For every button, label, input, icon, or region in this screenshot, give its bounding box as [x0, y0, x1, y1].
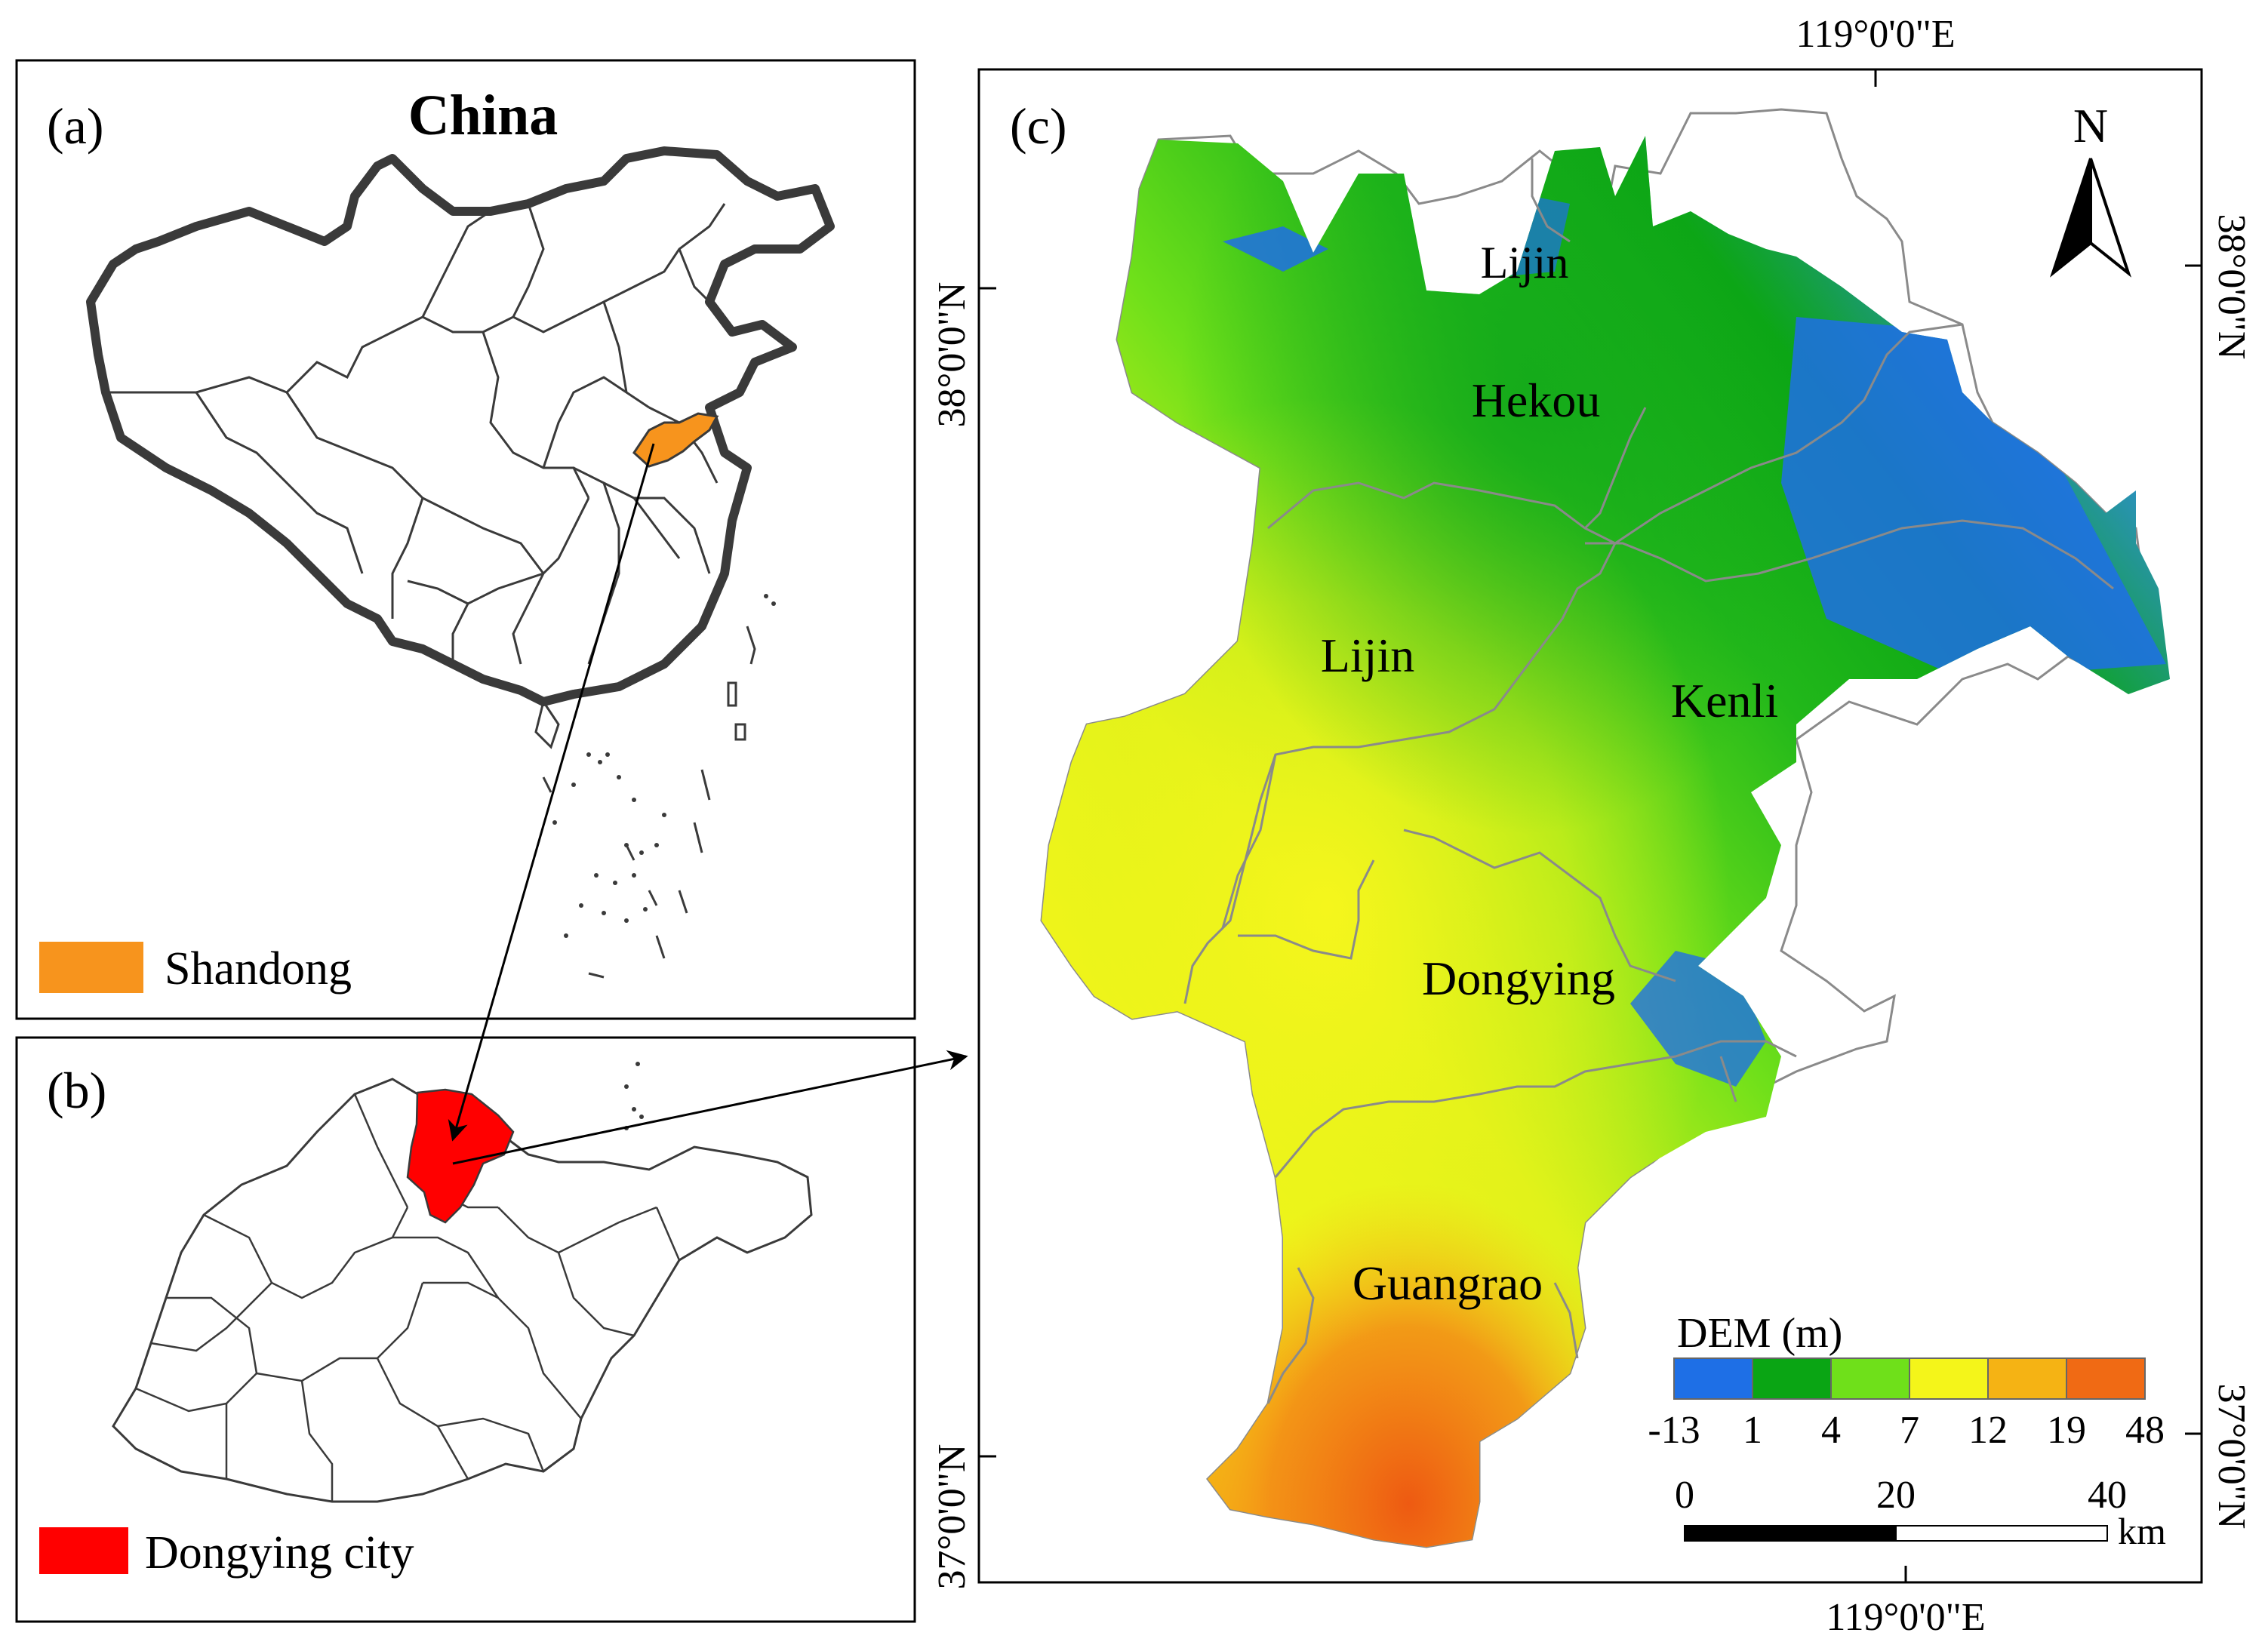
scale-segment-white	[1895, 1525, 2108, 1542]
shandong-province	[632, 412, 719, 468]
district-label-kenli: Kenli	[1671, 674, 1778, 727]
lon-label-bottom: 119°0'0"E	[1826, 1596, 1985, 1639]
prefecture-boundaries	[135, 1093, 681, 1502]
lat-label-right-bottom: 37°0'0"N	[2210, 1384, 2253, 1530]
dem-class-5	[1987, 1357, 2067, 1400]
dem-legend: DEM (m) -13 1 4 7 12 19 48	[1648, 1310, 2165, 1452]
shandong-legend-label: Shandong	[165, 943, 352, 995]
district-label-hekou: Hekou	[1472, 374, 1601, 427]
scale-tick-20: 20	[1876, 1474, 1916, 1517]
lon-label-top: 119°0'0"E	[1796, 13, 1955, 56]
lat-label-left-bottom: 37°0'0"N	[931, 1444, 974, 1590]
scale-segment-black	[1684, 1525, 1897, 1542]
china-outline	[86, 146, 835, 706]
lat-label-left-top: 38°0'0"N	[931, 282, 974, 428]
dem-class-1	[1673, 1357, 1753, 1400]
district-label-dongying: Dongying	[1422, 952, 1615, 1005]
dem-break-1: -13	[1648, 1409, 1700, 1452]
dem-class-3	[1830, 1357, 1910, 1400]
dem-break-6: 19	[2047, 1409, 2086, 1452]
panel-c-tag: (c)	[1010, 97, 1066, 155]
district-label-lijin-north: Lijin	[1481, 238, 1569, 287]
dem-break-2: 1	[1743, 1409, 1762, 1452]
china-title: China	[408, 84, 559, 147]
dongying-legend-label: Dongying city	[145, 1527, 414, 1579]
panel-a-tag: (a)	[47, 97, 103, 155]
dem-class-2	[1752, 1357, 1832, 1400]
province-boundaries	[106, 203, 726, 665]
panel-b-tag: (b)	[47, 1062, 106, 1119]
dem-break-5: 12	[1968, 1409, 2008, 1452]
dongying-legend-swatch	[39, 1527, 128, 1574]
scale-tick-0: 0	[1675, 1474, 1694, 1517]
dem-break-4: 7	[1900, 1409, 1919, 1452]
shandong-outline	[112, 1078, 813, 1503]
district-label-lijin: Lijin	[1321, 629, 1414, 682]
dem-break-3: 4	[1821, 1409, 1841, 1452]
district-boundaries	[1183, 158, 2114, 1404]
island-dots	[552, 594, 776, 938]
north-label: N	[2073, 99, 2108, 152]
scale-tick-40: 40	[2088, 1474, 2127, 1517]
dongying-city	[406, 1088, 515, 1224]
arrow-shandong-to-panel-b	[448, 443, 655, 1142]
dem-class-4	[1909, 1357, 1989, 1400]
shandong-legend-swatch	[39, 942, 143, 993]
dem-break-7: 48	[2125, 1409, 2165, 1452]
dem-legend-title: DEM (m)	[1677, 1310, 1842, 1357]
district-label-guangrao: Guangrao	[1352, 1256, 1543, 1310]
dem-class-6	[2066, 1357, 2146, 1400]
lat-label-right-top: 38°0'0"N	[2210, 214, 2253, 360]
arrow-dongying-to-panel-c	[452, 1050, 968, 1165]
south-china-sea-islands	[534, 626, 756, 979]
scale-bar: 0 20 40 km	[1675, 1474, 2166, 1552]
scale-unit: km	[2118, 1510, 2166, 1552]
north-arrow: N	[2049, 99, 2132, 278]
